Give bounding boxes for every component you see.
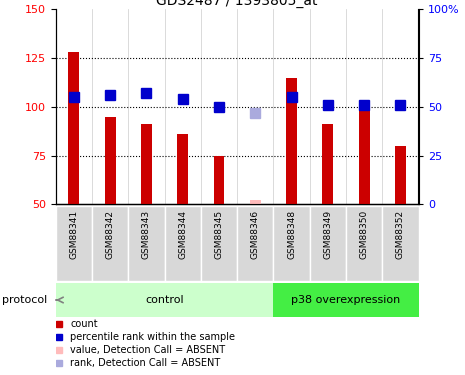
Text: GSM88352: GSM88352 bbox=[396, 210, 405, 259]
Text: GSM88349: GSM88349 bbox=[323, 210, 332, 259]
Text: GSM88348: GSM88348 bbox=[287, 210, 296, 259]
Bar bbox=[141, 124, 152, 204]
Bar bbox=[201, 206, 237, 281]
Text: p38 overexpression: p38 overexpression bbox=[292, 295, 400, 305]
Text: protocol: protocol bbox=[2, 295, 47, 305]
Bar bbox=[382, 206, 418, 281]
Text: value, Detection Call = ABSENT: value, Detection Call = ABSENT bbox=[70, 345, 226, 355]
Bar bbox=[286, 78, 297, 204]
Title: GDS2487 / 1393805_at: GDS2487 / 1393805_at bbox=[156, 0, 318, 8]
Text: GSM88342: GSM88342 bbox=[106, 210, 115, 259]
Bar bbox=[237, 206, 273, 281]
Bar bbox=[273, 206, 310, 281]
Text: rank, Detection Call = ABSENT: rank, Detection Call = ABSENT bbox=[70, 358, 220, 368]
Text: GSM88343: GSM88343 bbox=[142, 210, 151, 259]
Bar bbox=[92, 206, 128, 281]
Text: GSM88345: GSM88345 bbox=[214, 210, 224, 259]
Bar bbox=[128, 206, 165, 281]
Bar bbox=[250, 201, 261, 204]
Text: GSM88344: GSM88344 bbox=[178, 210, 187, 259]
Bar bbox=[105, 117, 116, 204]
Bar bbox=[310, 206, 346, 281]
Bar bbox=[395, 146, 406, 204]
Text: count: count bbox=[70, 319, 98, 329]
Bar bbox=[56, 283, 273, 317]
Text: percentile rank within the sample: percentile rank within the sample bbox=[70, 332, 235, 342]
Bar bbox=[322, 124, 333, 204]
Bar bbox=[177, 134, 188, 204]
Bar bbox=[68, 52, 80, 204]
Bar bbox=[273, 283, 418, 317]
Bar bbox=[346, 206, 382, 281]
Bar bbox=[213, 156, 225, 204]
Bar bbox=[56, 206, 92, 281]
Text: GSM88350: GSM88350 bbox=[359, 210, 369, 259]
Text: GSM88341: GSM88341 bbox=[69, 210, 79, 259]
Bar bbox=[165, 206, 201, 281]
Text: GSM88346: GSM88346 bbox=[251, 210, 260, 259]
Text: control: control bbox=[145, 295, 184, 305]
Bar bbox=[359, 105, 370, 204]
